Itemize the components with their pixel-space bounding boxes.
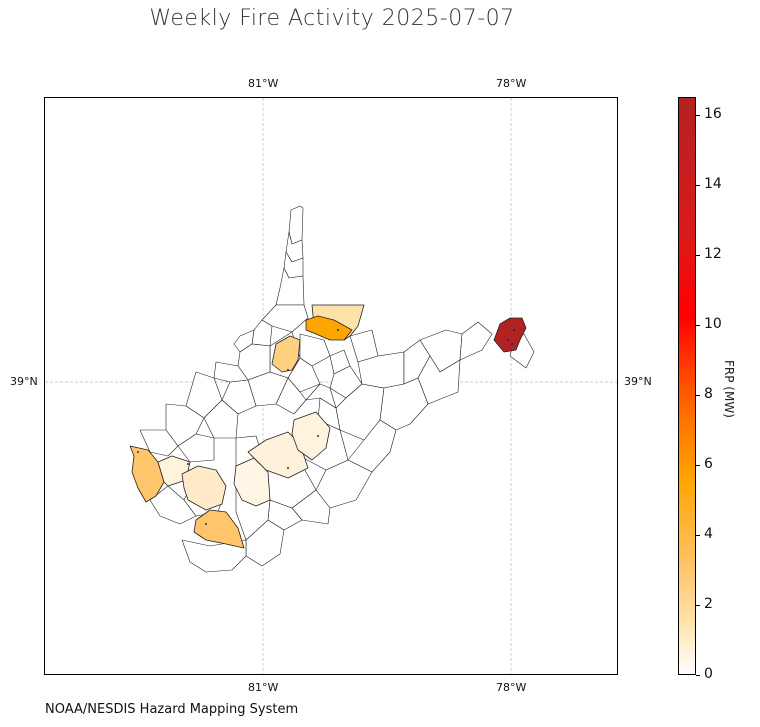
colorbar-tick <box>696 675 700 676</box>
colorbar-tick <box>696 534 700 536</box>
county-logan-fire <box>181 465 227 511</box>
colorbar-tick-label: 4 <box>704 525 713 542</box>
colorbar-tick-label: 10 <box>704 315 722 332</box>
colorbar-tick-label: 6 <box>704 455 713 472</box>
county-cabell <box>139 429 179 457</box>
county-roane <box>203 399 239 439</box>
county-tyler <box>251 319 273 347</box>
fire-county-layer <box>129 304 527 549</box>
fire-hotspots <box>137 328 516 525</box>
colorbar-tick-label: 0 <box>704 666 713 682</box>
fire-point <box>317 435 319 437</box>
colorbar-tick-label: 16 <box>704 105 722 122</box>
county-morgan <box>459 321 493 361</box>
lon-label-bottom-78: 78°W <box>496 681 527 694</box>
fire-point <box>205 523 207 525</box>
colorbar-tick <box>696 254 700 256</box>
county-wood-fire <box>271 335 301 373</box>
fire-point <box>512 328 516 332</box>
county-upshur <box>305 383 337 409</box>
county-hancock <box>288 205 304 245</box>
fire-point <box>287 369 289 371</box>
county-wyoming-fire <box>193 509 245 549</box>
county-layer <box>139 205 535 573</box>
lon-label-bottom-81: 81°W <box>248 681 279 694</box>
colorbar-tick <box>696 604 700 606</box>
county-braxton-fire <box>291 411 331 461</box>
colorbar-tick <box>696 114 700 116</box>
colorbar-tick-label: 8 <box>704 385 713 402</box>
fire-point <box>137 451 139 453</box>
map-title: Weekly Fire Activity 2025-07-07 <box>149 6 515 31</box>
credit-text: NOAA/NESDIS Hazard Mapping System <box>45 702 299 717</box>
colorbar-tick-label: 12 <box>704 245 722 262</box>
fire-point <box>187 463 189 465</box>
county-wayne-fire <box>129 445 165 503</box>
lat-label-left-39: 39°N <box>10 375 38 388</box>
county-clay-fire <box>247 431 309 479</box>
fire-point <box>506 338 510 342</box>
lon-label-top-78: 78°W <box>496 77 527 90</box>
county-mcdowell <box>181 539 247 573</box>
colorbar-tick <box>696 464 700 466</box>
colorbar-tick <box>696 184 700 186</box>
lat-label-right-39: 39°N <box>624 375 652 388</box>
fire-point <box>287 467 289 469</box>
colorbar <box>678 97 696 675</box>
colorbar-tick <box>696 324 700 326</box>
colorbar-tick-label: 2 <box>704 595 713 612</box>
county-preston-fire <box>305 315 353 341</box>
colorbar-label: FRP (MW) <box>722 360 736 418</box>
colorbar-tick <box>696 394 700 396</box>
fire-point <box>510 342 514 346</box>
county-berkeley-fire <box>493 317 527 353</box>
colorbar-tick-label: 14 <box>704 175 722 192</box>
lon-label-top-81: 81°W <box>248 77 279 90</box>
county-marion <box>299 333 331 367</box>
county-wirt <box>213 361 249 383</box>
county-putnam <box>177 433 215 463</box>
fire-point <box>337 329 339 331</box>
